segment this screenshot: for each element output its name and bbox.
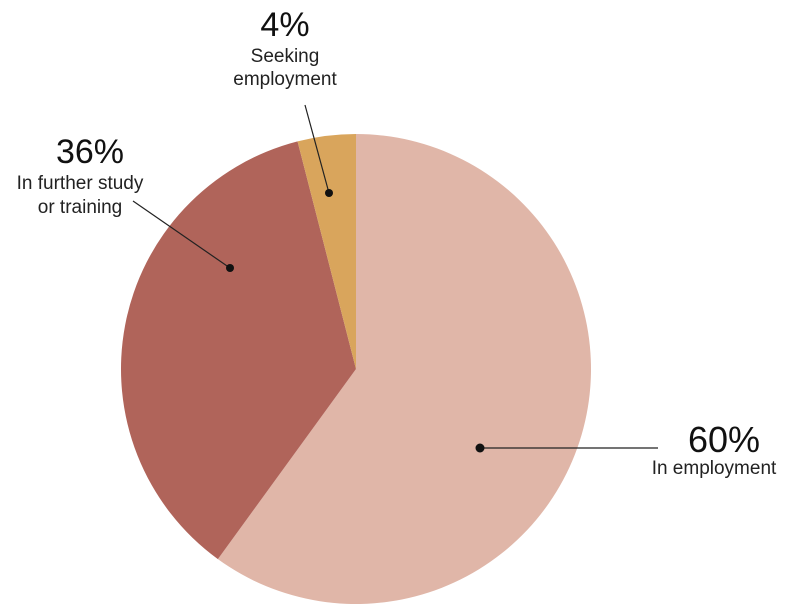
pie-slice-further-study	[120, 141, 356, 560]
leader-line-seeking	[304, 104, 330, 194]
leader-dot-study	[226, 264, 234, 272]
leader-dot-seeking	[325, 189, 333, 197]
slice-value-label-employment: 60%	[688, 419, 760, 460]
slice-category-label-seeking-line1: Seeking	[251, 46, 320, 67]
slice-value-label-seeking: 4%	[260, 6, 309, 44]
leader-line-study	[132, 200, 231, 269]
slice-category-label-study-line2: or training	[38, 197, 123, 218]
slice-category-label-employment: In employment	[652, 458, 777, 479]
pie-slice-in-employment	[217, 134, 591, 605]
pie-slices	[120, 134, 591, 605]
pie-slice-seeking-employment	[297, 134, 356, 369]
slice-category-label-study-line1: In further study	[17, 173, 144, 194]
slice-value-label-study: 36%	[56, 133, 124, 171]
slice-category-label-seeking-line2: employment	[233, 69, 337, 90]
leader-dot-employment	[475, 443, 485, 453]
